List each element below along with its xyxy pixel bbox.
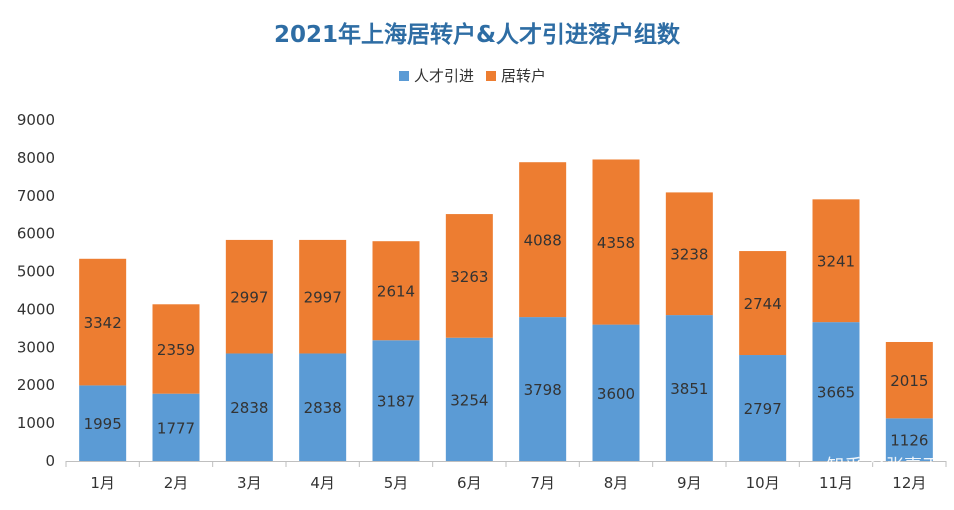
x-tick-label: 10月 xyxy=(746,474,780,492)
data-label-residence-12: 2015 xyxy=(890,372,928,390)
bar-talent-7 xyxy=(519,317,567,461)
y-tick-label: 0 xyxy=(45,452,55,470)
x-tick-label: 3月 xyxy=(237,474,262,492)
legend-label-residence: 居转户 xyxy=(501,67,546,85)
y-tick-label: 5000 xyxy=(17,263,55,281)
x-tick-label: 2月 xyxy=(164,474,189,492)
bar-talent-12 xyxy=(885,418,933,461)
y-tick-label: 7000 xyxy=(17,187,55,205)
x-tick-label: 9月 xyxy=(677,474,702,492)
x-tick-label: 5月 xyxy=(384,474,409,492)
bar-residence-9 xyxy=(665,192,713,316)
data-label-talent-12: 1126 xyxy=(890,432,928,450)
data-label-talent-1: 1995 xyxy=(84,415,122,433)
bar-talent-1 xyxy=(79,385,127,461)
legend: 人才引进 居转户 xyxy=(399,67,546,85)
bar-residence-7 xyxy=(519,162,567,318)
data-label-residence-6: 3263 xyxy=(450,268,488,286)
data-label-residence-3: 2997 xyxy=(230,289,268,307)
data-label-residence-1: 3342 xyxy=(84,314,122,332)
bar-residence-2 xyxy=(152,304,200,394)
data-label-talent-7: 3798 xyxy=(524,381,562,399)
y-tick-label: 6000 xyxy=(17,225,55,243)
data-label-residence-5: 2614 xyxy=(377,283,415,301)
bar-talent-4 xyxy=(299,353,347,461)
data-label-talent-10: 2797 xyxy=(744,400,782,418)
watermark: 知乎 @张嘉天 xyxy=(826,456,940,477)
y-axis: 0 1000 2000 3000 4000 5000 6000 7000 8000 9000 xyxy=(17,111,55,470)
data-label-talent-8: 3600 xyxy=(597,385,635,403)
x-tick-label: 1月 xyxy=(90,474,115,492)
y-tick-label: 2000 xyxy=(17,376,55,394)
bar-residence-1 xyxy=(79,258,127,386)
data-label-talent-3: 2838 xyxy=(230,399,268,417)
y-tick-label: 4000 xyxy=(17,300,55,318)
data-label-residence-2: 2359 xyxy=(157,341,195,359)
bar-talent-9 xyxy=(665,315,713,461)
bar-talent-11 xyxy=(812,322,860,461)
bar-talent-2 xyxy=(152,393,200,461)
bar-talent-5 xyxy=(372,340,420,461)
data-label-residence-8: 4358 xyxy=(597,234,635,252)
bar-residence-3 xyxy=(225,239,273,354)
x-tick-label: 7月 xyxy=(530,474,555,492)
data-label-talent-6: 3254 xyxy=(450,391,488,409)
chart-title: 2021年上海居转户&人才引进落户组数 xyxy=(274,21,681,48)
x-tick-label: 12月 xyxy=(892,474,926,492)
bar-residence-5 xyxy=(372,241,420,341)
x-tick-label: 4月 xyxy=(310,474,335,492)
bar-talent-10 xyxy=(739,355,787,461)
bars: 1995 3342 1777 2359 2838 2997 2838 2997 3187 2614… xyxy=(79,159,933,461)
bar-residence-4 xyxy=(299,239,347,354)
y-tick-label: 8000 xyxy=(17,149,55,167)
legend-swatch-residence xyxy=(486,71,496,81)
data-label-talent-2: 1777 xyxy=(157,419,195,437)
y-tick-label: 1000 xyxy=(17,414,55,432)
y-tick-label: 9000 xyxy=(17,111,55,129)
bar-talent-8 xyxy=(592,324,640,461)
data-label-residence-7: 4088 xyxy=(524,232,562,250)
data-label-talent-9: 3851 xyxy=(670,380,708,398)
bar-residence-10 xyxy=(739,251,787,356)
bar-residence-8 xyxy=(592,159,640,325)
bar-talent-6 xyxy=(445,337,493,461)
data-label-residence-4: 2997 xyxy=(304,289,342,307)
data-label-residence-9: 3238 xyxy=(670,246,708,264)
bar-residence-12 xyxy=(885,341,933,419)
x-axis: 1月 2月 3月 4月 5月 6月 7月 8月 9月 10月 11月 12月 xyxy=(65,461,947,492)
bar-talent-3 xyxy=(225,353,273,461)
data-label-talent-5: 3187 xyxy=(377,393,415,411)
bar-residence-6 xyxy=(445,214,493,338)
data-label-talent-4: 2838 xyxy=(304,399,342,417)
legend-label-talent: 人才引进 xyxy=(414,67,474,85)
x-tick-label: 8月 xyxy=(604,474,629,492)
data-label-talent-11: 3665 xyxy=(817,384,855,402)
x-tick-label: 11月 xyxy=(819,474,853,492)
x-tick-label: 6月 xyxy=(457,474,482,492)
legend-swatch-talent xyxy=(399,71,409,81)
data-label-residence-10: 2744 xyxy=(744,295,782,313)
y-tick-label: 3000 xyxy=(17,338,55,356)
data-label-residence-11: 3241 xyxy=(817,253,855,271)
bar-residence-11 xyxy=(812,199,860,323)
